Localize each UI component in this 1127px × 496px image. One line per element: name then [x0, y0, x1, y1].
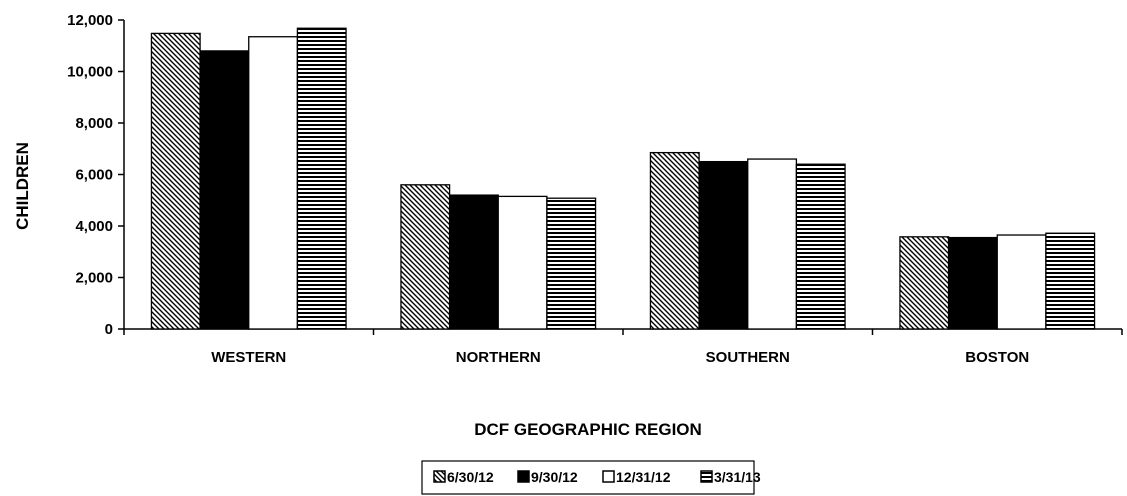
x-tick-label: BOSTON	[965, 349, 1029, 366]
legend-swatch	[602, 470, 615, 483]
legend-border	[421, 460, 755, 495]
bar	[448, 194, 499, 330]
legend-label: 3/31/13	[714, 469, 761, 485]
bars-group	[150, 27, 1096, 330]
x-tick-label: WESTERN	[211, 349, 286, 366]
bar	[546, 197, 597, 330]
bar	[1045, 232, 1096, 330]
y-tick-label: 8,000	[75, 115, 113, 132]
y-tick-label: 12,000	[67, 12, 113, 29]
y-tick-label: 2,000	[75, 270, 113, 287]
bar	[400, 184, 451, 330]
y-tick-label: 6,000	[75, 167, 113, 184]
bar	[698, 160, 749, 330]
legend-label: 12/31/12	[616, 469, 671, 485]
bar	[649, 151, 700, 330]
bar	[248, 36, 299, 330]
x-axis: WESTERN NORTHERN SOUTHERN BOSTON	[123, 328, 1123, 366]
legend-swatch	[517, 470, 530, 483]
bar	[947, 236, 998, 330]
legend-swatch	[700, 470, 713, 483]
x-tick-label: NORTHERN	[456, 349, 541, 366]
y-axis: 0 2,000 4,000 6,000 8,000 10,000 12,000	[67, 12, 125, 338]
bar	[795, 163, 846, 330]
legend-label: 9/30/12	[531, 469, 578, 485]
y-axis-label: CHILDREN	[13, 142, 32, 230]
bar	[199, 50, 250, 330]
y-tick-label: 0	[105, 321, 113, 338]
x-tick-label: SOUTHERN	[706, 349, 790, 366]
y-tick-label: 10,000	[67, 64, 113, 81]
bar	[497, 195, 548, 330]
legend: 6/30/12 9/30/12 12/31/12 3/31/13	[421, 460, 761, 495]
x-axis-label: DCF GEOGRAPHIC REGION	[474, 420, 702, 439]
bar	[899, 236, 950, 330]
legend-swatch	[433, 470, 446, 483]
legend-label: 6/30/12	[447, 469, 494, 485]
bar	[747, 158, 798, 330]
bar	[996, 234, 1047, 330]
bar	[150, 32, 201, 330]
bar	[296, 27, 347, 330]
y-tick-label: 4,000	[75, 218, 113, 235]
